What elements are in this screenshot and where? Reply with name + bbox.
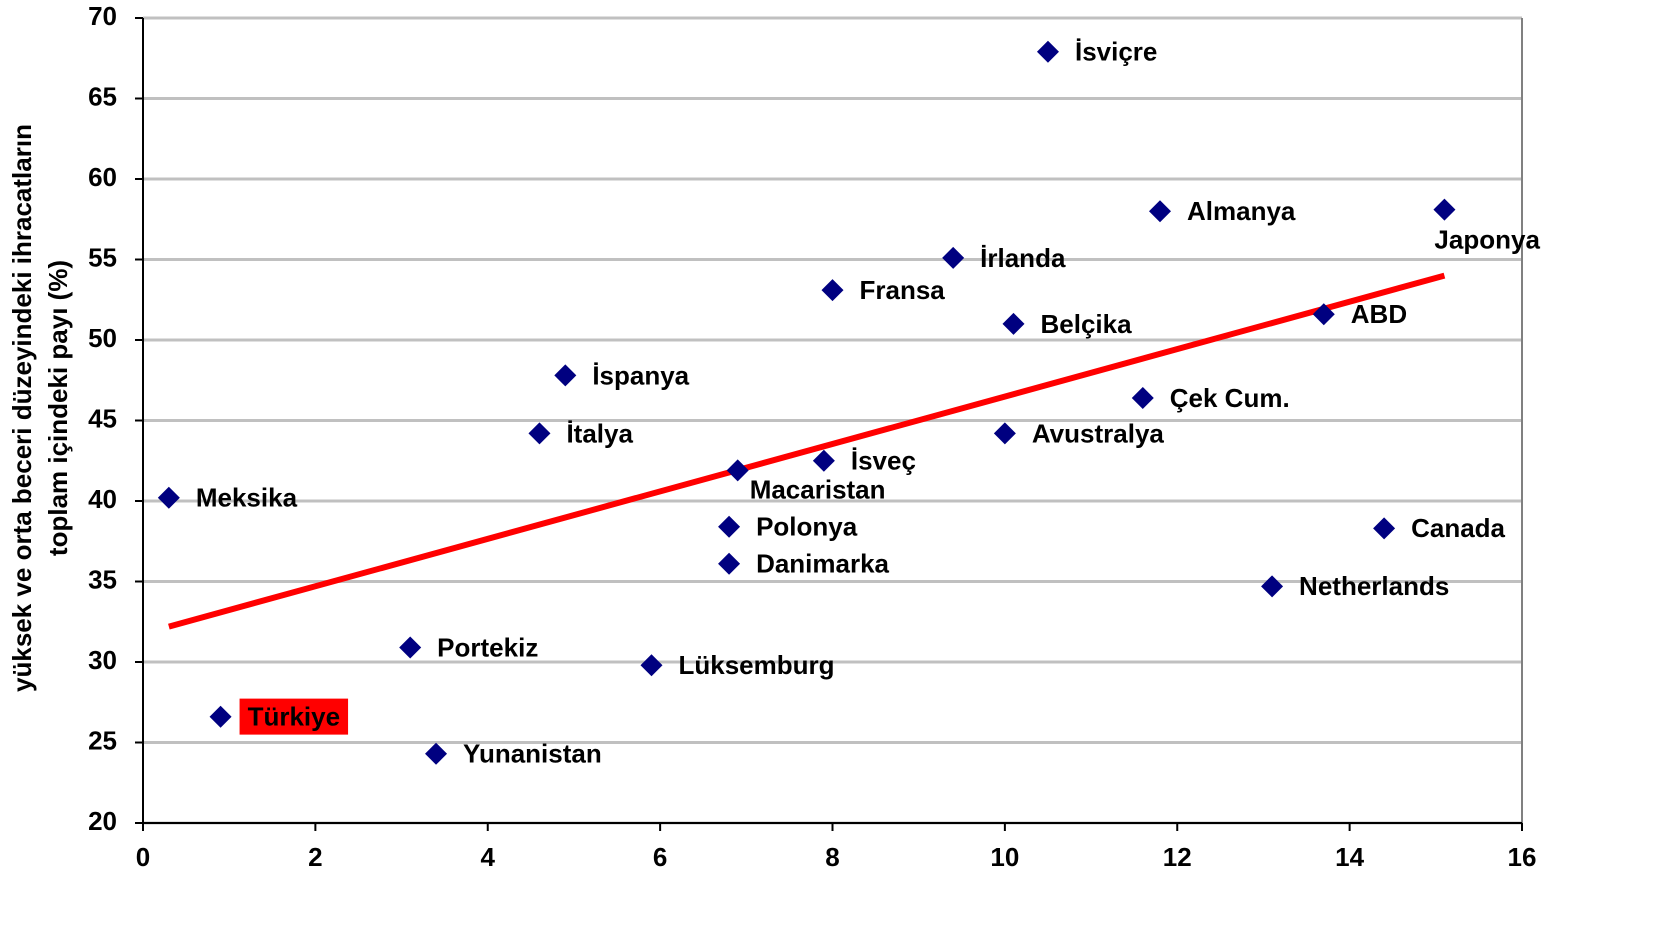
- y-tick-label: 30: [88, 645, 117, 675]
- x-tick-label: 8: [825, 842, 839, 872]
- point-label: Türkiye: [248, 702, 341, 732]
- y-axis-label: toplam içindeki payı (%): [43, 260, 73, 556]
- point-label: Macaristan: [750, 474, 886, 504]
- y-tick-label: 35: [88, 564, 117, 594]
- x-tick-label: 2: [308, 842, 322, 872]
- point-label: İsviçre: [1075, 37, 1157, 67]
- y-tick-label: 45: [88, 403, 117, 433]
- point: [1373, 517, 1396, 540]
- point-label: İspanya: [592, 360, 689, 390]
- y-tick-label: 40: [88, 484, 117, 514]
- x-tick-label: 0: [136, 842, 150, 872]
- label-highlight: [239, 698, 349, 735]
- point: [1433, 198, 1456, 221]
- y-tick-label: 25: [88, 725, 117, 755]
- point: [1036, 40, 1059, 63]
- point: [399, 636, 422, 659]
- point-label: Danimarka: [756, 549, 889, 579]
- point: [209, 705, 232, 728]
- point-label: Japonya: [1434, 224, 1540, 254]
- point-label: Netherlands: [1299, 571, 1449, 601]
- point-label: ABD: [1351, 299, 1407, 329]
- point: [640, 654, 663, 677]
- y-tick-label: 55: [88, 242, 117, 272]
- x-tick-label: 14: [1335, 842, 1364, 872]
- point: [812, 449, 835, 472]
- point-label: Almanya: [1187, 196, 1296, 226]
- point: [1002, 312, 1025, 335]
- point-label: İsveç: [851, 446, 916, 476]
- point: [425, 742, 448, 765]
- point-label: Avustralya: [1032, 418, 1165, 448]
- point: [528, 422, 551, 445]
- point: [942, 246, 965, 269]
- point-label: Canada: [1411, 513, 1505, 543]
- y-tick-label: 20: [88, 806, 117, 836]
- point: [821, 279, 844, 302]
- point: [157, 486, 180, 509]
- point-label: Meksika: [196, 483, 298, 513]
- point-label: İrlanda: [980, 243, 1066, 273]
- point: [554, 364, 577, 387]
- y-tick-label: 60: [88, 162, 117, 192]
- x-tick-label: 4: [481, 842, 496, 872]
- trend-line: [168, 272, 1446, 630]
- x-tick-label: 10: [990, 842, 1019, 872]
- point: [718, 515, 741, 538]
- point: [726, 459, 749, 482]
- point-label: Polonya: [756, 512, 858, 542]
- point-label: Fransa: [860, 275, 946, 305]
- y-tick-label: 65: [88, 81, 117, 111]
- point-label: Belçika: [1040, 309, 1132, 339]
- point: [1312, 303, 1335, 326]
- y-tick-label: 50: [88, 323, 117, 353]
- point: [1261, 575, 1284, 598]
- point: [1131, 386, 1154, 409]
- point-label: İtalya: [566, 418, 633, 448]
- point-label: Çek Cum.: [1170, 383, 1290, 413]
- point-label: Lüksemburg: [679, 650, 835, 680]
- x-tick-label: 6: [653, 842, 667, 872]
- x-tick-label: 12: [1163, 842, 1192, 872]
- x-tick-label: 16: [1508, 842, 1537, 872]
- point: [993, 422, 1016, 445]
- y-axis-label: yüksek ve orta beceri düzeyindeki ihraca…: [7, 124, 37, 692]
- y-tick-label: 70: [88, 1, 117, 31]
- point: [1149, 200, 1172, 223]
- point: [718, 552, 741, 575]
- point-label: Portekiz: [437, 632, 538, 662]
- point-label: Yunanistan: [463, 739, 602, 769]
